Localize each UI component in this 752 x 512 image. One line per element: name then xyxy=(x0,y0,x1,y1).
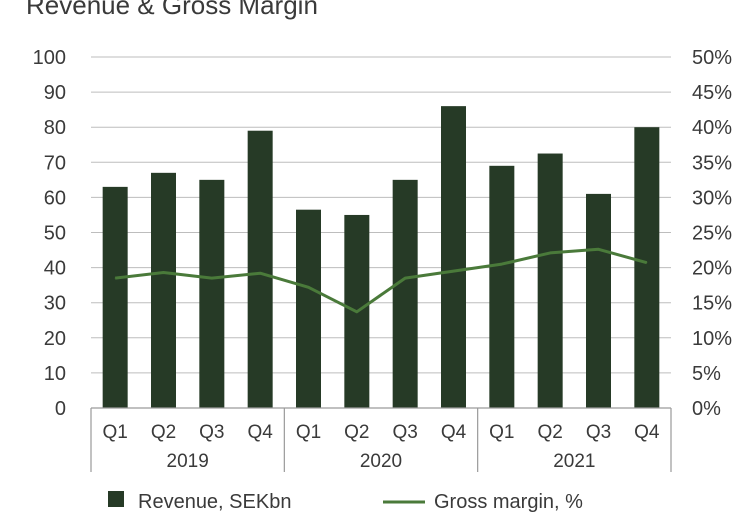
x-tick-label: Q1 xyxy=(489,422,514,443)
revenue-bar xyxy=(151,172,176,408)
revenue-bar xyxy=(489,165,515,408)
gross-margin-line xyxy=(115,247,648,314)
y-left-tick-label: 70 xyxy=(44,152,66,174)
y-right-tick-label: 5% xyxy=(692,363,721,385)
gross-margin-line-layer xyxy=(114,247,648,314)
x-tick-label: Q3 xyxy=(392,422,417,443)
x-tick-label: Q4 xyxy=(247,422,273,443)
y-right-tick-label: 45% xyxy=(692,82,732,104)
gross-margin-point xyxy=(163,272,164,274)
revenue-bar xyxy=(247,130,273,408)
revenue-bar xyxy=(102,186,128,408)
y-right-tick-label: 30% xyxy=(692,187,732,209)
revenue-bar xyxy=(296,209,321,408)
revenue-bar xyxy=(586,193,611,408)
x-tick-label: Q4 xyxy=(634,422,660,443)
gross-margin-point xyxy=(259,272,261,274)
x-group-label: 2020 xyxy=(360,451,402,472)
x-group-label: 2019 xyxy=(167,451,209,472)
gridlines xyxy=(91,56,671,374)
x-tick-label: Q3 xyxy=(199,422,224,443)
chart-title: Revenue & Gross Margin xyxy=(26,0,318,20)
legend-label-revenue: Revenue, SEKbn xyxy=(138,491,291,512)
x-tick-label: Q4 xyxy=(441,422,467,443)
gross-margin-point xyxy=(404,277,406,279)
legend-swatch-revenue xyxy=(108,491,124,507)
y-left-tick-label: 10 xyxy=(44,363,66,385)
gross-margin-point xyxy=(549,252,551,254)
x-group-label: 2021 xyxy=(553,451,595,472)
gross-margin-point xyxy=(598,248,599,250)
x-tick-label: Q2 xyxy=(151,422,176,443)
gross-margin-point xyxy=(356,311,358,313)
gross-margin-point xyxy=(501,263,503,265)
y-right-tick-label: 10% xyxy=(692,328,732,350)
axes: 0 0% 10 5% 20 10% 30 15% 40 20% 50 25% 60 30% 70 35% 80 4… xyxy=(33,47,732,472)
y-left-tick-label: 40 xyxy=(44,258,66,280)
revenue-bar xyxy=(537,153,563,408)
gross-margin-point xyxy=(646,262,648,264)
y-left-tick-label: 80 xyxy=(44,117,66,139)
x-tick-label: Q1 xyxy=(102,422,127,443)
y-right-tick-label: 20% xyxy=(692,258,732,280)
gross-margin-point xyxy=(211,277,213,279)
x-tick-label: Q1 xyxy=(296,422,321,443)
revenue-bar xyxy=(441,106,466,408)
y-right-tick-label: 0% xyxy=(692,398,721,420)
revenue-bars xyxy=(102,106,660,408)
revenue-bar xyxy=(634,127,660,408)
y-right-tick-label: 40% xyxy=(692,117,732,139)
gross-margin-point xyxy=(308,286,309,288)
legend-label-gross-margin: Gross margin, % xyxy=(434,491,583,512)
y-left-tick-label: 20 xyxy=(44,328,66,350)
gross-margin-point xyxy=(453,270,454,272)
x-tick-label: Q2 xyxy=(537,422,562,443)
y-right-tick-label: 35% xyxy=(692,152,732,174)
y-left-tick-label: 60 xyxy=(44,187,66,209)
y-left-tick-label: 50 xyxy=(44,223,66,245)
y-right-tick-label: 50% xyxy=(692,47,732,69)
y-left-tick-label: 100 xyxy=(33,47,66,69)
revenue-bar xyxy=(392,179,418,408)
y-right-tick-label: 15% xyxy=(692,293,732,315)
revenue-bar xyxy=(199,179,225,408)
y-left-tick-label: 30 xyxy=(44,293,66,315)
legend: Revenue, SEKbn Gross margin, % xyxy=(108,491,583,512)
x-tick-label: Q3 xyxy=(586,422,611,443)
x-tick-label: Q2 xyxy=(344,422,369,443)
gross-margin-point xyxy=(114,277,116,279)
y-right-tick-label: 25% xyxy=(692,223,732,245)
y-left-tick-label: 90 xyxy=(44,82,66,104)
y-left-tick-label: 0 xyxy=(55,398,66,420)
